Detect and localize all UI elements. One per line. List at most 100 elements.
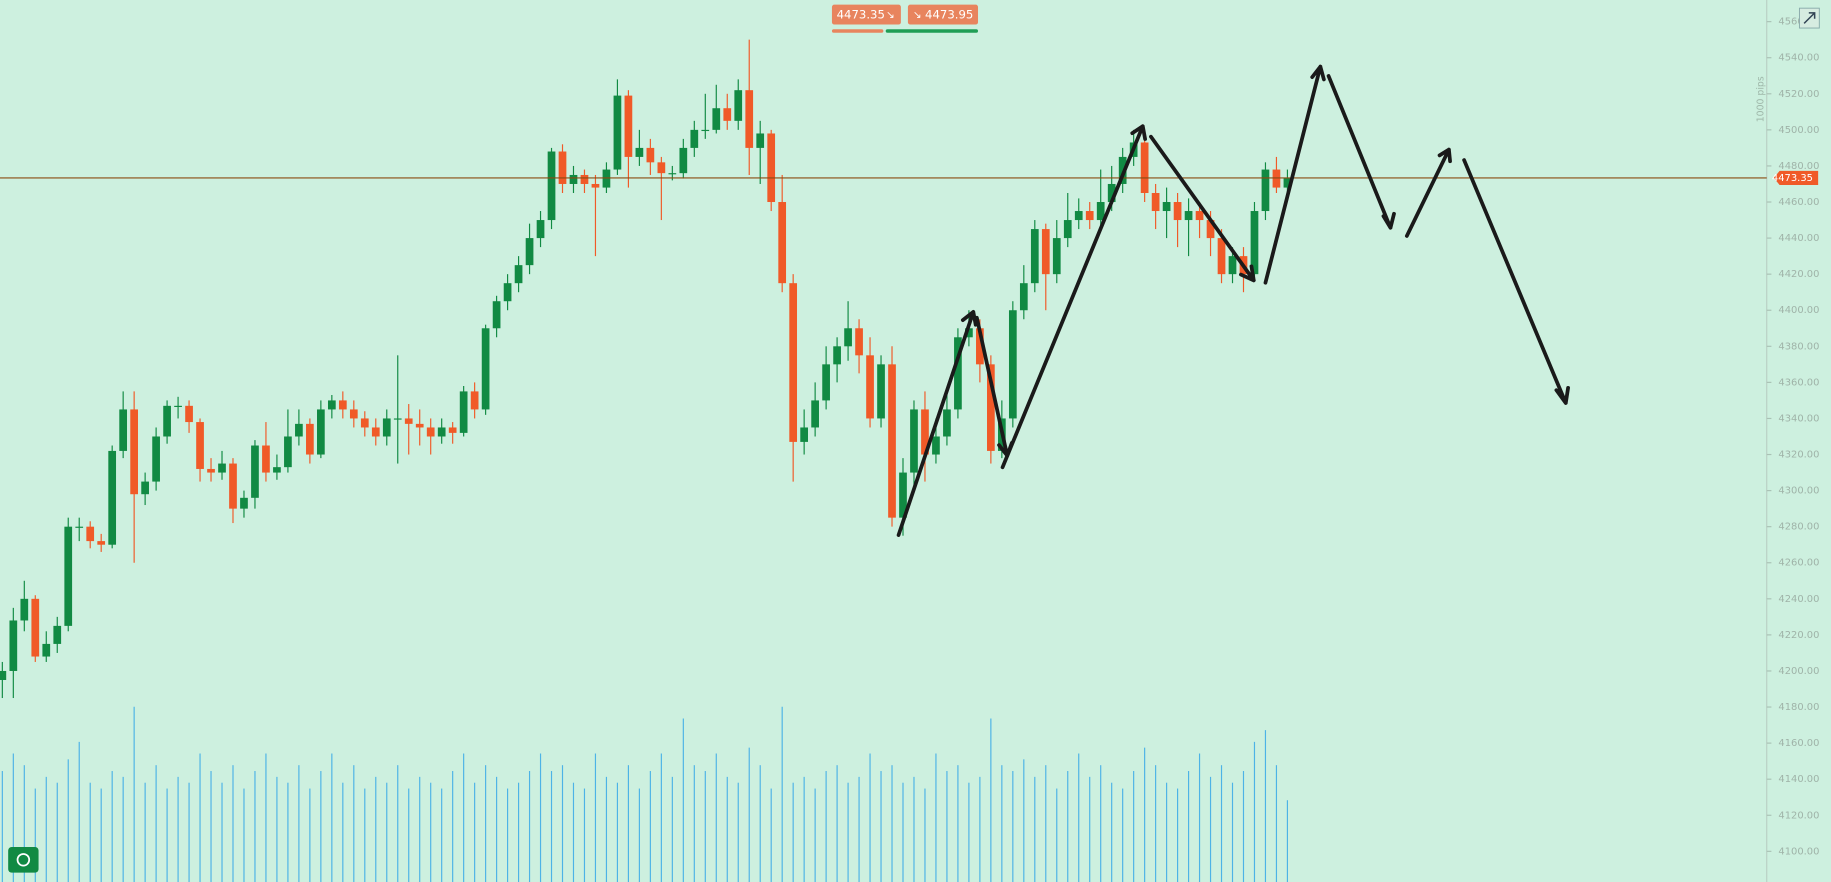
- y-tick-label: 4440.00: [1778, 233, 1819, 244]
- candle-body: [97, 541, 106, 545]
- toolbar-button[interactable]: [8, 846, 39, 873]
- candle-body: [360, 418, 369, 428]
- candle-body: [580, 174, 589, 184]
- candle-body: [1063, 220, 1072, 239]
- candle-body: [317, 409, 325, 455]
- popout-icon: [1803, 12, 1816, 24]
- candle-body: [152, 436, 160, 482]
- candle-body: [9, 620, 18, 671]
- candle-body: [866, 355, 874, 419]
- y-tick-label: 4220.00: [1778, 630, 1819, 641]
- candle-body: [426, 427, 435, 437]
- sell-box[interactable]: [831, 4, 901, 25]
- candle-body: [108, 450, 117, 545]
- arrow: [1404, 147, 1452, 238]
- candle-body: [338, 400, 347, 410]
- candle-body: [855, 328, 863, 356]
- y-tick-label: 4200.00: [1778, 666, 1819, 677]
- buy-bar: [885, 29, 979, 33]
- candle-body: [1140, 142, 1149, 193]
- candle-body: [888, 364, 896, 518]
- candle-body: [1195, 211, 1204, 221]
- y-tick-label: 4300.00: [1778, 486, 1819, 497]
- candle-body: [448, 427, 457, 433]
- buy-icon: ↘: [913, 9, 922, 21]
- candle-body: [778, 202, 787, 284]
- candle-body: [591, 183, 600, 188]
- candle-body: [459, 391, 468, 433]
- candle-body: [53, 625, 62, 644]
- axis-note: 1000 pips: [1755, 76, 1766, 122]
- candle-body: [141, 481, 149, 495]
- candle-body: [734, 90, 743, 121]
- candle-body: [262, 445, 270, 473]
- candle-body: [877, 364, 885, 419]
- arrow: [1149, 134, 1256, 283]
- candle-body: [251, 445, 259, 498]
- drawing-arrows: [896, 64, 1570, 537]
- candle-body: [1184, 211, 1193, 221]
- candle-body: [1085, 211, 1094, 221]
- candle-body: [1008, 310, 1017, 419]
- candle-body: [987, 364, 995, 451]
- candle-body: [569, 174, 578, 184]
- candle-body: [404, 418, 413, 424]
- candle-body: [163, 405, 171, 437]
- candle-body: [965, 328, 973, 338]
- candle-body: [1272, 169, 1281, 188]
- y-tick-label: 4360.00: [1778, 377, 1819, 388]
- candle-body: [811, 400, 819, 428]
- candle-body: [525, 238, 534, 266]
- buy-price: 4473.95: [925, 8, 973, 22]
- candle-body: [1030, 229, 1039, 284]
- candle-body: [31, 598, 40, 657]
- toolbar-icon: [16, 853, 31, 867]
- candle-body: [822, 364, 830, 401]
- volume-layer: [1, 706, 1289, 882]
- candle-body: [976, 328, 984, 365]
- candle-body: [273, 467, 281, 473]
- candle-body: [0, 670, 7, 680]
- candle-body: [64, 526, 73, 626]
- candle-body: [284, 436, 292, 468]
- candle-body: [75, 526, 84, 528]
- candle-body: [174, 405, 182, 407]
- price-tag: [1773, 170, 1819, 185]
- candle-body: [437, 427, 446, 437]
- y-tick-label: 4480.00: [1778, 161, 1819, 172]
- y-tick-label: 4320.00: [1778, 450, 1819, 461]
- candle-body: [1107, 183, 1116, 203]
- candle-body: [679, 147, 688, 174]
- buy-box[interactable]: [907, 4, 979, 25]
- candle-body: [657, 162, 666, 174]
- price-tag-label: 4473.35: [1772, 173, 1813, 184]
- y-tick-label: 4460.00: [1778, 197, 1819, 208]
- y-tick-label: 4240.00: [1778, 594, 1819, 605]
- candle-body: [1151, 192, 1160, 212]
- candle-body: [306, 423, 314, 455]
- candle-body: [943, 409, 951, 437]
- y-tick-label: 4420.00: [1778, 269, 1819, 280]
- candle-body: [701, 129, 710, 132]
- candle-body: [712, 108, 721, 130]
- candle-body: [1261, 169, 1270, 212]
- candle-body: [196, 422, 204, 469]
- candle-body: [327, 400, 336, 410]
- candle-body: [1228, 256, 1237, 275]
- y-tick-label: 4260.00: [1778, 558, 1819, 569]
- y-tick-label: 4400.00: [1778, 305, 1819, 316]
- candle-body: [932, 436, 940, 455]
- candle-body: [547, 151, 556, 221]
- y-tick-label: 4140.00: [1778, 774, 1819, 785]
- candle-body: [833, 346, 841, 365]
- candle-body: [954, 337, 962, 410]
- candle-body: [910, 409, 918, 473]
- candle-body: [1096, 202, 1105, 221]
- candle-body: [503, 283, 512, 302]
- candle-body: [1173, 202, 1182, 221]
- candle-body: [635, 147, 644, 157]
- y-tick-label: 4100.00: [1778, 846, 1819, 857]
- candle-body: [536, 220, 545, 239]
